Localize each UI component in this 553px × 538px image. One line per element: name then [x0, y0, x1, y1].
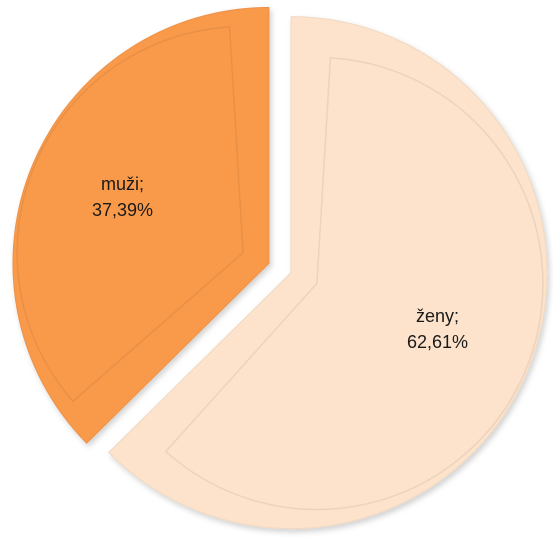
category-label: ženy	[416, 306, 454, 326]
value-label: 62,61%	[407, 332, 468, 352]
data-label: ženy; 62,61%	[407, 306, 468, 352]
pie-slice	[12, 6, 270, 444]
value-label: 37,39%	[92, 200, 153, 220]
slice-bevel	[16, 26, 244, 403]
label-separator: ;	[139, 174, 144, 194]
pie-slice	[108, 16, 548, 530]
category-label: muži	[101, 174, 139, 194]
label-separator: ;	[454, 306, 459, 326]
data-label: muži; 37,39%	[92, 174, 153, 220]
slice-bevel	[164, 57, 544, 511]
